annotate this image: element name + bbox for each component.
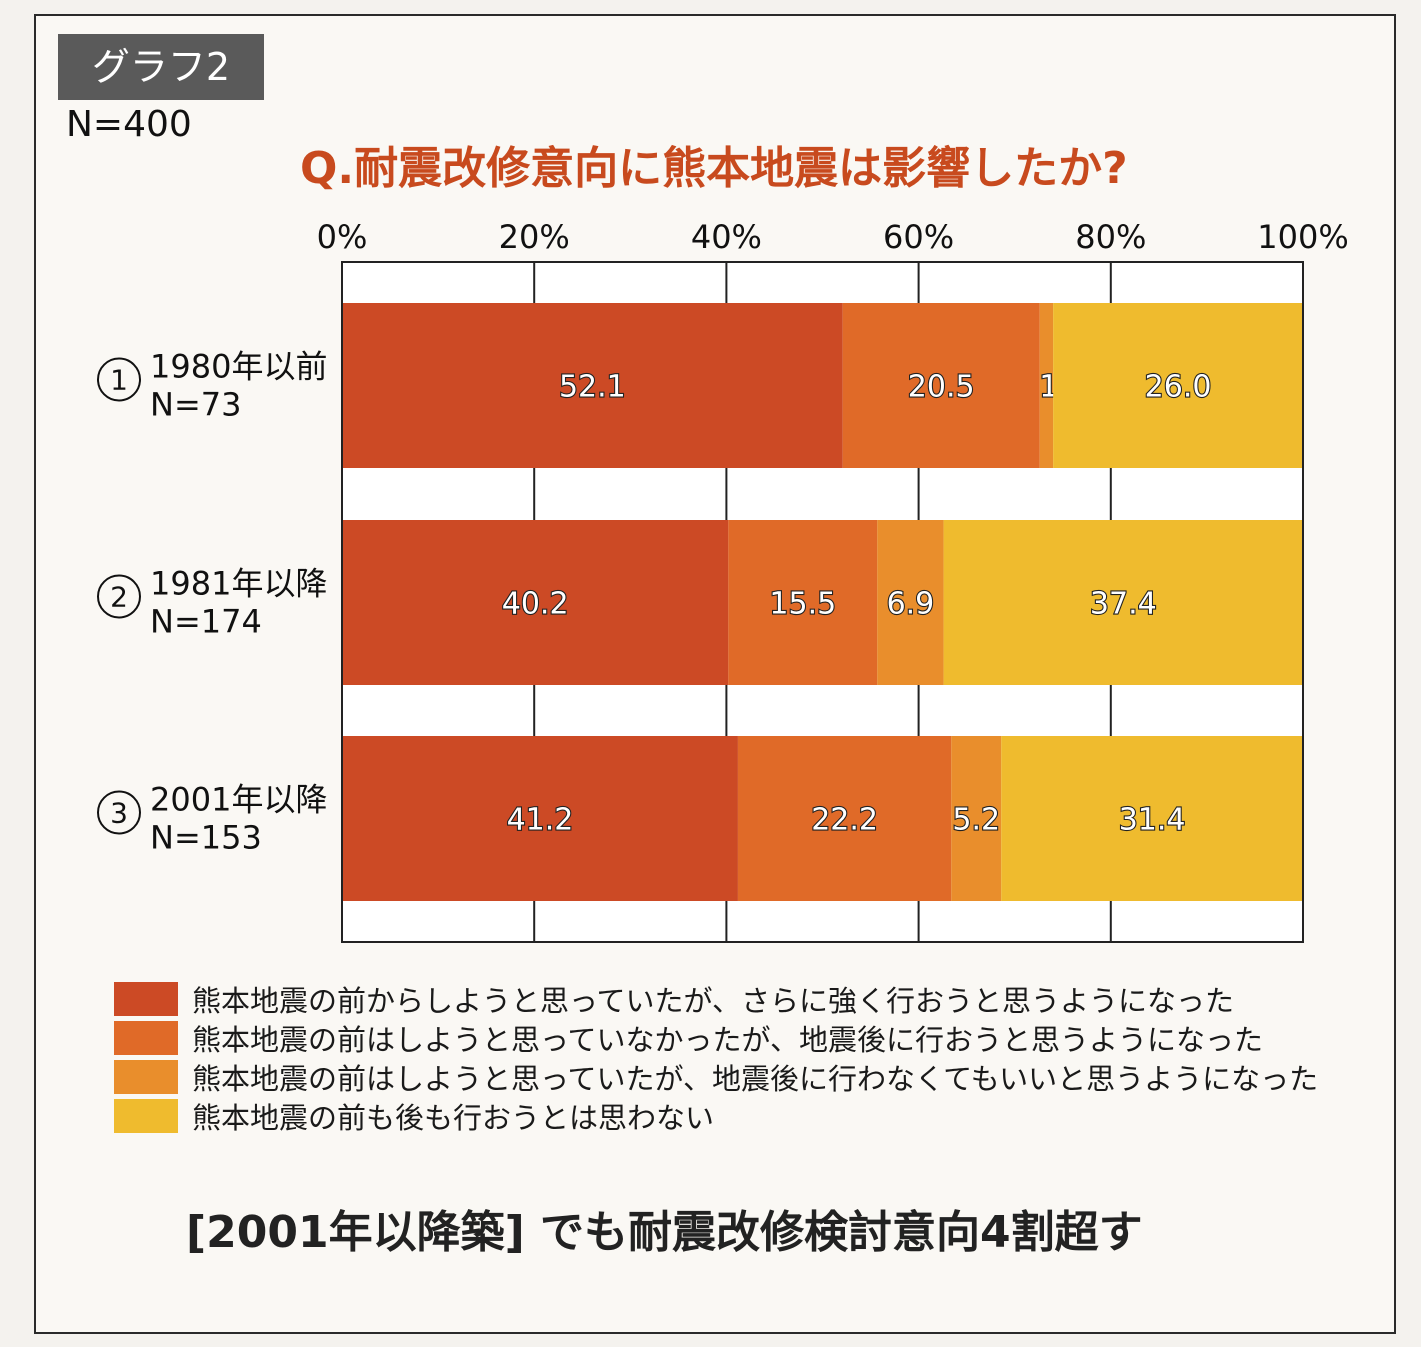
chart-title: Q.耐震改修意向に熊本地震は影響したか? [300, 143, 1128, 194]
bar-segment [342, 303, 843, 468]
data-label: 37.4 [1090, 587, 1157, 622]
data-label: 52.1 [559, 370, 626, 405]
category-marker-circle [97, 357, 141, 402]
x-tick-label: 60% [883, 218, 954, 256]
data-label: 22.2 [811, 803, 878, 838]
category-label: 1980年以前 [150, 348, 327, 386]
bar-segment [1053, 303, 1303, 468]
data-label: 41.2 [507, 803, 574, 838]
legend-swatch [114, 1059, 178, 1094]
plot-border [341, 261, 1304, 943]
category-n: N=174 [150, 603, 262, 641]
category-n: N=153 [150, 819, 262, 857]
bar-segment [342, 736, 738, 901]
bar-segment [877, 520, 944, 685]
bar-segment [737, 736, 952, 901]
legend-item: 熊本地震の前はしようと思っていたが、地震後に行わなくてもいいと思うようになった [114, 1058, 1354, 1096]
category-n: N=73 [150, 386, 241, 424]
x-tick-label: 20% [499, 218, 570, 256]
category-label: 1981年以降 [150, 565, 327, 603]
legend-item: 熊本地震の前も後も行おうとは思わない [114, 1097, 1354, 1135]
bar-segment [951, 736, 1002, 901]
graph-tag: グラフ2 [58, 34, 264, 100]
x-tick-label: 80% [1075, 218, 1146, 256]
legend-label: 熊本地震の前はしようと思っていたが、地震後に行わなくてもいいと思うようになった [192, 1061, 1319, 1096]
x-tick-label: 40% [691, 218, 762, 256]
legend-swatch [114, 1098, 178, 1133]
conclusion-headline: [2001年以降築] でも耐震改修検討意向4割超す [186, 1207, 1143, 1258]
data-label: 26.0 [1145, 370, 1212, 405]
data-label: 40.2 [502, 587, 569, 622]
x-tick-label: 100% [1257, 218, 1348, 256]
bar-segment [342, 520, 729, 685]
legend-label: 熊本地震の前も後も行おうとは思わない [192, 1100, 715, 1135]
data-label: 5.2 [952, 803, 1000, 838]
legend-label: 熊本地震の前からしようと思っていたが、さらに強く行おうと思うようになった [192, 983, 1234, 1018]
data-label: 20.5 [908, 370, 975, 405]
legend-item: 熊本地震の前からしようと思っていたが、さらに強く行おうと思うようになった [114, 980, 1354, 1018]
category-marker-circle [97, 790, 141, 835]
category-marker-circle [97, 574, 141, 619]
bar-segment [1001, 736, 1303, 901]
data-label: 6.9 [887, 587, 935, 622]
category-marker: 1 [110, 364, 128, 397]
legend-item: 熊本地震の前はしようと思っていなかったが、地震後に行おうと思うようになった [114, 1019, 1354, 1057]
legend-swatch [114, 981, 178, 1016]
legend-label: 熊本地震の前はしようと思っていなかったが、地震後に行おうと思うようになった [192, 1022, 1263, 1057]
data-label: 15.5 [769, 587, 836, 622]
bar-segment [943, 520, 1303, 685]
bar-segment [842, 303, 1040, 468]
bar-segment [728, 520, 878, 685]
category-label: 2001年以降 [150, 781, 327, 819]
category-marker: 2 [110, 581, 128, 614]
bar-segment [1039, 303, 1054, 468]
data-label: 31.4 [1119, 803, 1186, 838]
sample-size-total: N=400 [66, 104, 192, 145]
legend: 熊本地震の前からしようと思っていたが、さらに強く行おうと思うようになった 熊本地… [114, 980, 1354, 1136]
category-marker: 3 [110, 797, 128, 830]
x-tick-label: 0% [317, 218, 368, 256]
legend-swatch [114, 1020, 178, 1055]
